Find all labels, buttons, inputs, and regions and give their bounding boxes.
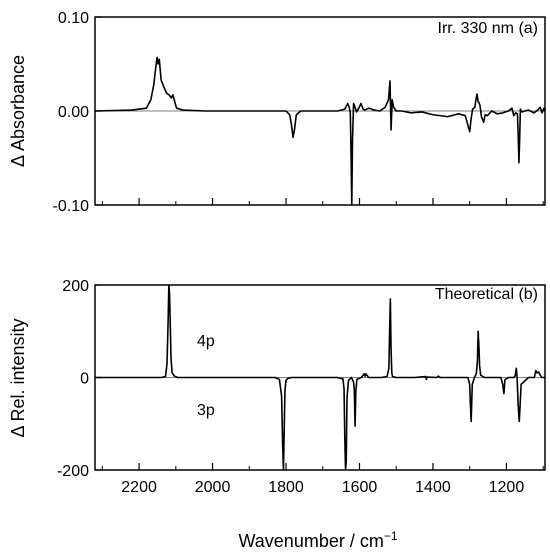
band-label-3p: 3p bbox=[197, 402, 215, 419]
x-axis-title-exponent: −1 bbox=[384, 529, 398, 543]
y-axis-title-b: Δ Rel. intensity bbox=[8, 318, 28, 437]
x-tick-label: 1200 bbox=[489, 479, 525, 496]
panel-b: Theoretical (b) 4p 3p Δ Rel. intensity W… bbox=[8, 278, 546, 551]
x-axis-title-main: Wavenumber / cm bbox=[238, 531, 383, 551]
annotation-b: Theoretical (b) bbox=[435, 286, 538, 303]
band-label-4p: 4p bbox=[197, 333, 215, 350]
x-axis-title: Wavenumber / cm−1 bbox=[238, 529, 397, 551]
y-tick-label-a: 0.00 bbox=[58, 104, 89, 121]
panel-a: Irr. 330 nm (a) Δ Absorbance 0.10 0.00 -0.… bbox=[8, 10, 546, 215]
x-tick-label: 1600 bbox=[342, 479, 378, 496]
y-tick-label-b: -200 bbox=[57, 463, 89, 480]
y-tick-label-a: 0.10 bbox=[58, 10, 89, 27]
y-tick-label-a: -0.10 bbox=[53, 198, 90, 215]
x-tick-label: 1800 bbox=[268, 479, 304, 496]
x-tick-label: 1400 bbox=[415, 479, 451, 496]
spectrum-line-b bbox=[95, 284, 545, 471]
x-tick-label: 2200 bbox=[121, 479, 157, 496]
x-tick-label: 2000 bbox=[195, 479, 231, 496]
annotation-a: Irr. 330 nm (a) bbox=[438, 20, 538, 37]
y-tick-label-b: 200 bbox=[62, 278, 89, 295]
y-axis-title-a: Δ Absorbance bbox=[8, 55, 28, 167]
spectrum-line-a bbox=[94, 56, 546, 206]
y-tick-label-b: 0 bbox=[80, 371, 89, 388]
